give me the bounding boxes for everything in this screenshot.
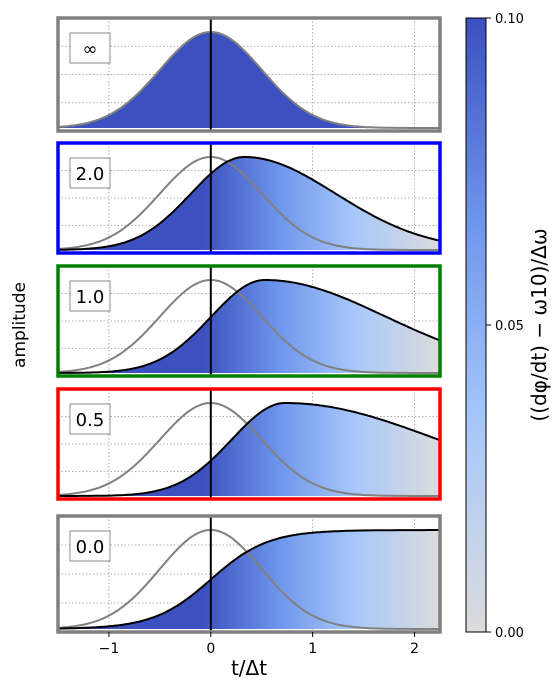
panel-label-box	[69, 280, 111, 312]
reference-pulse-line	[57, 401, 440, 497]
response-line	[58, 529, 440, 630]
x-tick-label: 0	[206, 641, 215, 657]
panel-label: 2.0	[76, 164, 105, 185]
panel-frame	[56, 141, 442, 255]
panel-label: 1.0	[76, 287, 105, 308]
response-fill	[58, 403, 440, 496]
reference-pulse-line	[57, 278, 440, 374]
panel-label: 0.0	[76, 537, 105, 558]
panel-3: 0.5	[56, 387, 442, 501]
colorbar-tick-label: 0.05	[495, 319, 524, 334]
colorbar-label: ((dφ/dt) − ω10)/Δω	[527, 228, 551, 421]
panel-label: ∞	[83, 39, 98, 60]
x-tick-label: 1	[308, 641, 317, 657]
colorbar-gradient	[465, 17, 487, 633]
panel-frame	[56, 264, 442, 378]
panel-label-box	[69, 32, 111, 64]
response-line	[58, 402, 441, 497]
x-axis: −1 0 1 2	[99, 632, 419, 657]
x-axis-label: t/Δt	[231, 656, 267, 680]
panel-2: 1.0	[56, 264, 442, 378]
colorbar-tick-label: 0.00	[495, 626, 524, 641]
response-line	[58, 279, 441, 374]
response-fill	[58, 157, 440, 250]
x-tick-label: −1	[99, 641, 120, 657]
panel-1: 2.0	[56, 141, 442, 255]
response-fill	[58, 32, 440, 128]
panel-label: 0.5	[76, 410, 105, 431]
panel-frame	[56, 16, 442, 133]
reference-pulse-line	[57, 528, 440, 630]
y-axis-label: amplitude	[10, 282, 30, 368]
response-line	[58, 156, 441, 251]
panel-label-box	[69, 403, 111, 435]
response-fill	[58, 280, 440, 373]
colorbar-tick-label: 0.10	[495, 12, 524, 27]
reference-pulse-line	[57, 155, 440, 251]
panel-4: 0.0	[56, 514, 442, 634]
panel-0: ∞	[56, 16, 442, 133]
panels-group: ∞ 2.0 1.0 0.5 0.0	[56, 16, 442, 634]
panel-frame	[56, 514, 442, 634]
colorbar: 0.00 0.05 0.10 ((dφ/dt) − ω10)/Δω	[465, 12, 551, 641]
panel-frame	[56, 387, 442, 501]
panel-label-box	[69, 530, 111, 562]
response-line	[57, 30, 440, 129]
panel-label-box	[69, 157, 111, 189]
x-tick-label: 2	[410, 641, 419, 657]
response-fill	[58, 530, 440, 629]
